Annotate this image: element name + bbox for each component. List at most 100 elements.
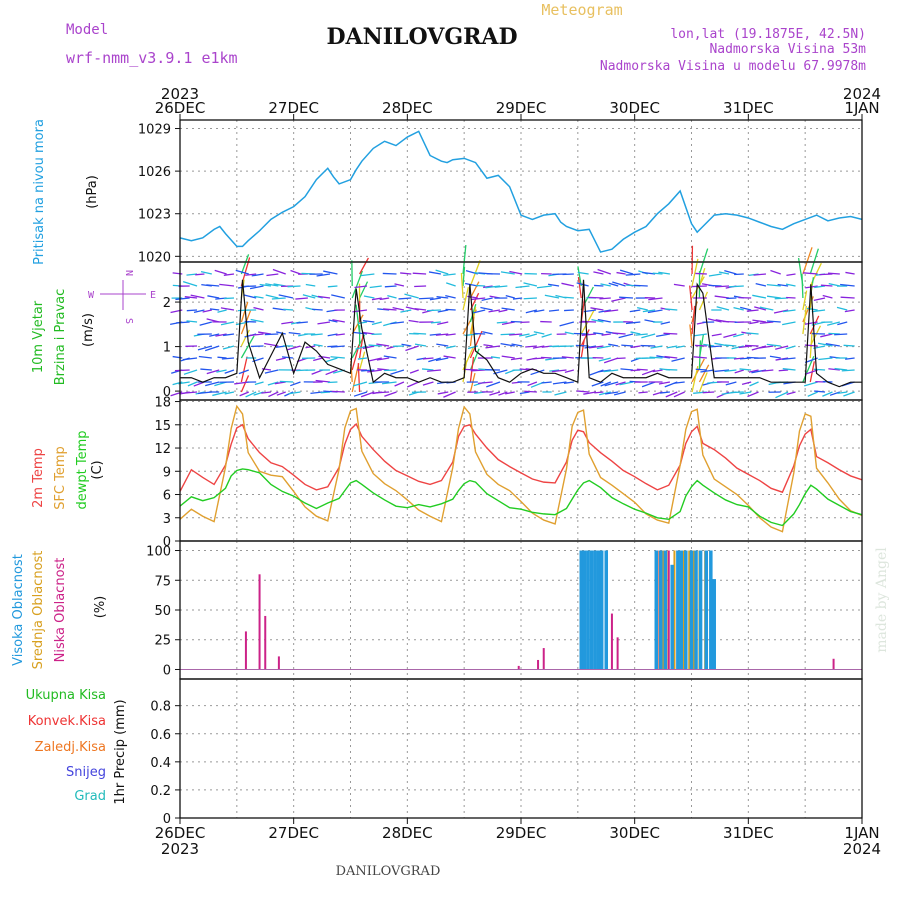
wind-arrow <box>429 333 441 336</box>
wind-arrow <box>581 333 597 336</box>
wind-arrow <box>359 281 369 299</box>
wind-arrow <box>258 331 272 335</box>
wind-arrow <box>276 391 286 396</box>
wind-arrow <box>187 381 198 387</box>
wind-arrow <box>845 357 855 360</box>
wind-arrow <box>611 297 626 302</box>
wind-arrow <box>238 369 249 375</box>
wind-arrow <box>716 306 730 311</box>
wind-arrow <box>619 269 634 275</box>
wind-arrow <box>371 297 382 301</box>
wind-arrow <box>596 345 611 350</box>
time-axis-top: 2023 2024 26DEC 27DEC 28DEC 29DEC 30DEC 31DEC… <box>155 85 881 117</box>
wind-arrow <box>482 331 493 335</box>
ylabel-line: 10m Vjetar <box>31 300 46 373</box>
model-name: wrf-nmm_v3.9.1 e1km <box>66 49 238 67</box>
wind-arrow <box>357 321 368 325</box>
wind-arrow <box>564 369 575 373</box>
wind-arrow <box>641 369 656 376</box>
wind-arrow <box>759 345 774 349</box>
wind-arrow <box>224 391 235 395</box>
wind-arrow <box>691 276 705 299</box>
wind-arrow <box>770 269 781 275</box>
ylabel-line: Srednja Oblacnost <box>31 551 46 670</box>
wind-arrow <box>485 285 501 289</box>
wind-arrow <box>383 355 397 359</box>
wind-arrow <box>176 321 190 324</box>
wind-arrow <box>598 357 611 362</box>
wind-arrow <box>394 283 405 287</box>
year-end-top: 2024 <box>843 85 881 103</box>
wind-arrow <box>751 345 767 351</box>
wind-arrow <box>548 309 560 312</box>
day-label-top: 1JAN <box>844 99 879 117</box>
wind-arrow <box>730 391 744 394</box>
wind-arrow <box>302 294 316 299</box>
y-tick-label: 0.2 <box>150 784 171 799</box>
wind-arrow <box>594 284 604 287</box>
wind-arrow <box>804 381 818 387</box>
day-label-bottom: 27DEC <box>268 824 319 842</box>
wind-arrow <box>700 369 715 373</box>
wind-arrow <box>615 381 626 386</box>
year-start-bottom: 2023 <box>161 840 199 858</box>
temp-series-2 <box>179 468 863 527</box>
wind-arrow <box>663 332 678 335</box>
wind-arrow <box>288 391 301 395</box>
day-label-top: 29DEC <box>496 99 547 117</box>
wind-arrow <box>357 363 361 393</box>
wind-arrow <box>590 307 604 311</box>
wind-arrow <box>384 391 397 397</box>
wind-arrow <box>844 309 855 313</box>
wind-arrow <box>693 356 707 359</box>
wind-arrow <box>752 319 767 323</box>
wind-arrow <box>405 345 419 352</box>
wind-arrow <box>353 331 368 335</box>
wind-arrow <box>747 391 759 398</box>
wind-arrow <box>541 381 552 384</box>
wind-arrow <box>746 309 759 312</box>
wind-arrow <box>261 391 272 394</box>
wind-arrow <box>802 305 807 335</box>
wind-arrow <box>318 355 331 359</box>
wind-arrow <box>390 369 405 375</box>
wind-arrow <box>597 318 611 323</box>
wind-arrow <box>728 285 744 288</box>
wind-arrow <box>505 294 515 299</box>
wind-arrow <box>652 369 663 373</box>
cloud-bar-0 <box>537 659 540 670</box>
wind-arrow <box>533 331 545 335</box>
wind-arrow <box>564 309 574 312</box>
wind-arrow <box>658 381 671 385</box>
wind-arrow <box>527 381 538 387</box>
wind-arrow <box>547 283 560 287</box>
wind-arrow <box>563 381 574 384</box>
wind-arrow <box>351 270 363 299</box>
wind-arrow <box>331 390 345 393</box>
cloud-bar-2 <box>709 550 713 670</box>
wind-arrow <box>184 296 198 299</box>
day-label-bottom: 31DEC <box>723 824 774 842</box>
wind-arrow <box>532 345 545 349</box>
wind-arrow <box>351 363 360 393</box>
wind-arrow <box>525 345 537 348</box>
wind-arrow <box>650 345 663 349</box>
wind-arrow <box>580 339 585 359</box>
wind-arrow <box>477 381 493 385</box>
wind-arrow <box>253 306 264 311</box>
wind-arrow <box>510 357 523 361</box>
panel-frame <box>179 678 863 819</box>
y-tick-label: 12 <box>154 442 171 457</box>
wind-arrow <box>266 273 279 277</box>
wind-arrow <box>588 345 604 349</box>
wind-arrow <box>519 391 530 395</box>
wind-arrow <box>837 391 848 394</box>
wind-arrow <box>819 273 833 276</box>
wind-arrow <box>443 273 456 277</box>
wind-arrow <box>597 268 612 275</box>
wind-arrow <box>656 333 671 337</box>
wind-arrow <box>183 369 198 375</box>
page-title: DANILOVGRAD <box>326 24 517 50</box>
wind-arrow <box>428 357 442 363</box>
